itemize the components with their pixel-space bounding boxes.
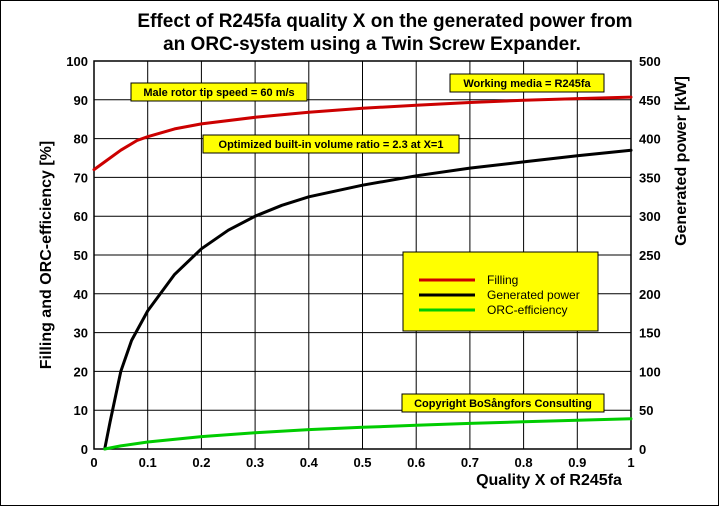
legend-label: ORC-efficiency (487, 303, 567, 317)
series-layer (92, 95, 633, 451)
right-tick-label: 50 (639, 403, 653, 418)
left-tick-label: 50 (74, 248, 88, 263)
annotation-text: Male rotor tip speed = 60 m/s (143, 87, 294, 99)
plot-area-border (93, 60, 632, 450)
left-tick-label: 40 (74, 287, 88, 302)
legend-label: Generated power (487, 288, 580, 302)
x-tick-label: 0.3 (246, 455, 264, 470)
left-axis-title: Filling and ORC-efficiency [%] (38, 141, 55, 369)
annotation-box (202, 134, 460, 154)
legend-label: Filling (487, 273, 518, 287)
chart-title-line-1: Effect of R245fa quality X on the genera… (137, 11, 632, 32)
x-tick-label: 1 (627, 455, 634, 470)
x-axis-title: Quality X of R245fa (476, 472, 622, 489)
right-tick-label: 200 (639, 287, 661, 302)
right-tick-label: 500 (639, 54, 661, 69)
annotation-text: Optimized built-in volume ratio = 2.3 at… (219, 139, 444, 151)
left-tick-label: 30 (74, 326, 88, 341)
right-tick-label: 0 (639, 442, 646, 457)
series-line-filling (92, 95, 633, 172)
left-tick-label: 60 (74, 209, 88, 224)
x-tick-label: 0.1 (139, 455, 157, 470)
left-tick-label: 80 (74, 132, 88, 147)
x-tick-label: 0 (90, 455, 97, 470)
x-tick-label: 0.8 (515, 455, 533, 470)
left-tick-label: 10 (74, 403, 88, 418)
series-line-generated-power (103, 148, 633, 451)
annotation-text: Working media = R245fa (463, 78, 591, 90)
x-tick-label: 0.4 (300, 455, 319, 470)
x-tick-label: 0.6 (407, 455, 425, 470)
right-tick-label: 100 (639, 364, 661, 379)
right-tick-label: 350 (639, 170, 661, 185)
annotation-copyright: Copyright BoSångfors Consulting (401, 393, 605, 413)
annotation-text: Copyright BoSångfors Consulting (414, 398, 592, 410)
x-tick-label: 0.2 (192, 455, 210, 470)
left-tick-label: 90 (74, 93, 88, 108)
annotation-box (401, 393, 605, 413)
left-tick-label: 100 (66, 54, 88, 69)
right-axis-ticks: 0 50 100 150 200 250 300 350 400 450 500 (639, 54, 661, 457)
chart-title-line-2: an ORC-system using a Twin Screw Expande… (163, 34, 581, 55)
right-tick-label: 300 (639, 209, 661, 224)
annotation-box (449, 73, 605, 93)
series-line-orc-efficiency (103, 417, 633, 451)
x-axis-ticks: 0 0.1 0.2 0.3 0.4 0.5 0.6 0.7 0.8 0.9 1 (90, 455, 634, 470)
legend-box (402, 251, 599, 332)
x-tick-label: 0.5 (353, 455, 371, 470)
annotation-working-media: Working media = R245fa (449, 73, 605, 93)
right-tick-label: 250 (639, 248, 661, 263)
right-axis-title: Generated power [kW] (673, 76, 690, 246)
right-tick-label: 450 (639, 93, 661, 108)
annotation-tip-speed: Male rotor tip speed = 60 m/s (130, 82, 308, 102)
x-tick-label: 0.7 (461, 455, 479, 470)
annotation-volume-ratio: Optimized built-in volume ratio = 2.3 at… (202, 134, 460, 154)
left-tick-label: 0 (81, 442, 88, 457)
right-tick-label: 400 (639, 132, 661, 147)
left-tick-label: 20 (74, 364, 88, 379)
left-axis-ticks: 0 10 20 30 40 50 60 70 80 90 100 (66, 54, 88, 457)
annotation-box (130, 82, 308, 102)
right-tick-label: 150 (639, 326, 661, 341)
x-tick-label: 0.9 (568, 455, 586, 470)
left-tick-label: 70 (74, 170, 88, 185)
